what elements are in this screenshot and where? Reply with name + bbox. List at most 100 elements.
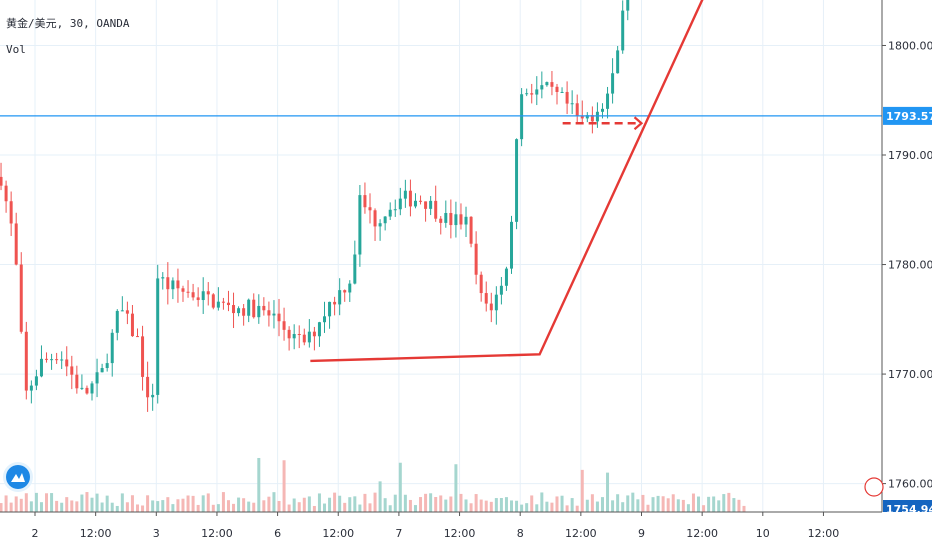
volume-bar [560, 495, 564, 512]
volume-bar [4, 495, 8, 512]
volume-bar [424, 493, 428, 512]
candle-body [616, 50, 620, 74]
volume-bar [135, 504, 139, 512]
volume-bar [722, 494, 726, 512]
volume-bar [287, 504, 291, 512]
volume-bar [540, 492, 544, 512]
time-tick-label: 8 [517, 527, 524, 540]
candle-body [383, 216, 387, 224]
volume-bar [368, 503, 372, 512]
candle-body [585, 115, 589, 119]
candle-body [333, 301, 337, 305]
candle-body [323, 316, 327, 323]
volume-bar [595, 501, 599, 512]
candle-body [575, 103, 579, 116]
chart-settings-icon [864, 477, 884, 497]
candle-body [29, 385, 33, 391]
volume-bar [403, 494, 407, 512]
candle-body [403, 190, 407, 199]
candle-body [272, 313, 276, 316]
volume-bar [737, 499, 741, 512]
volume-bar [585, 499, 589, 512]
volume-bar [312, 505, 316, 512]
candle-body [14, 223, 18, 265]
candle-body [444, 213, 448, 223]
candle-body [353, 254, 357, 284]
volume-bar [434, 497, 438, 512]
volume-bar [55, 500, 59, 512]
candle-body [161, 277, 165, 279]
candle-body [580, 115, 584, 119]
tradingview-logo-icon[interactable] [6, 465, 30, 489]
candle-body [398, 198, 402, 210]
volume-bar [176, 499, 180, 512]
volume-bar [80, 494, 84, 512]
volume-bar [181, 498, 185, 512]
candle-body [166, 277, 170, 290]
volume-bar [661, 496, 665, 512]
volume-bar [408, 499, 412, 512]
volume-bar [474, 494, 478, 512]
time-axis-background [0, 512, 932, 550]
volume-bar [333, 492, 337, 512]
candle-body [560, 91, 564, 93]
price-axis-background [882, 0, 932, 550]
time-tick-label: 12:00 [322, 527, 354, 540]
candle-body [125, 310, 129, 314]
candle-body [312, 331, 316, 337]
volume-bar [727, 492, 731, 512]
candle-body [100, 368, 104, 373]
candle-body [186, 291, 190, 293]
volume-bar [358, 504, 362, 512]
volume-bar [161, 500, 165, 512]
volume-bar [277, 500, 281, 512]
volume-bar [666, 498, 670, 512]
volume-bar [535, 504, 539, 512]
candle-body [201, 291, 205, 301]
candle-body [282, 321, 286, 330]
volume-bar [429, 493, 433, 512]
candle-body [515, 139, 519, 222]
volume-bar [651, 497, 655, 512]
candle-body [611, 73, 615, 94]
dashed-arrow-head-2 [633, 116, 644, 131]
candle-body [307, 331, 311, 343]
volume-bar [646, 504, 650, 512]
candle-body [363, 195, 367, 208]
volume-bar [39, 502, 43, 512]
candle-body [555, 86, 559, 92]
volume-bar [302, 497, 306, 512]
volume-bar [742, 505, 746, 512]
volume-bar [555, 496, 559, 512]
volume-bar [317, 493, 321, 512]
volume-bar [226, 500, 230, 512]
volume-bar [232, 503, 236, 512]
volume-bar [24, 493, 28, 512]
volume-bar [34, 492, 38, 512]
candle-body [34, 376, 38, 386]
candle-body [494, 294, 498, 311]
volume-bar [211, 504, 215, 512]
candle-body [19, 264, 23, 332]
volume-bar [120, 493, 124, 512]
time-tick-label: 2 [32, 527, 39, 540]
volume-bar [600, 497, 604, 512]
candle-body [454, 214, 458, 226]
candle-body [156, 278, 160, 395]
time-tick-label: 10 [756, 527, 770, 540]
volume-bar [621, 502, 625, 512]
candle-body [479, 274, 483, 294]
candle-body [292, 334, 296, 339]
time-tick-label: 12:00 [686, 527, 718, 540]
candle-body [206, 291, 210, 295]
volume-bar [196, 504, 200, 512]
candle-body [262, 305, 266, 311]
time-tick-label: 12:00 [808, 527, 840, 540]
candle-body [211, 294, 215, 308]
candle-body [267, 310, 271, 316]
candle-body [257, 305, 261, 318]
volume-bar [520, 504, 524, 512]
candle-body [606, 93, 610, 109]
volume-bar [525, 503, 529, 512]
